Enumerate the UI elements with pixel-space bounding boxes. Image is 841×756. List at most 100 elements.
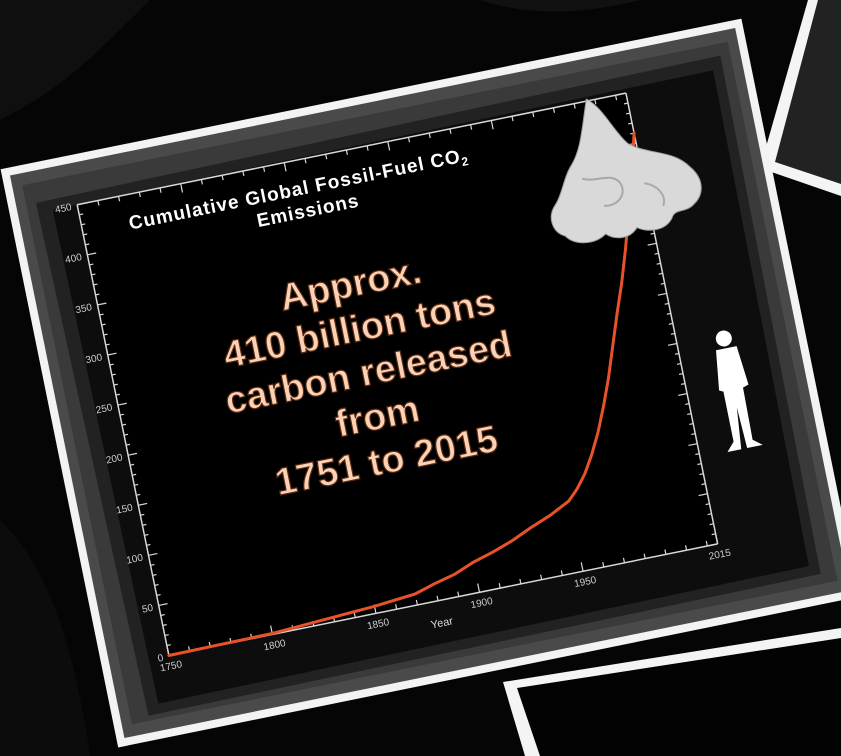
y-minor-tick-left xyxy=(154,583,159,586)
y-minor-tick-right xyxy=(705,503,710,506)
x-minor-tick-top xyxy=(428,132,431,139)
x-minor-tick-top xyxy=(97,200,100,206)
y-major-tick-left xyxy=(97,302,107,306)
y-minor-tick-left xyxy=(156,594,161,596)
y-minor-tick-left xyxy=(81,223,86,226)
x-major-tick-top xyxy=(180,183,184,193)
y-major-tick-right xyxy=(688,443,698,447)
y-minor-tick-right xyxy=(685,403,690,405)
y-major-tick-right xyxy=(708,543,718,547)
y-minor-tick-left xyxy=(89,263,94,266)
y-minor-tick-right xyxy=(625,112,631,115)
carbon-cloud-illustration xyxy=(550,98,702,244)
y-tick-label: 350 xyxy=(75,302,94,316)
x-minor-tick-top xyxy=(449,128,452,134)
y-tick-label: 0 xyxy=(157,653,165,665)
y-minor-tick-left xyxy=(164,634,169,637)
y-minor-tick-left xyxy=(136,493,141,496)
y-minor-tick-left xyxy=(123,433,129,436)
x-minor-tick-top xyxy=(242,170,245,177)
y-minor-tick-right xyxy=(699,473,704,476)
x-tick-label: 1800 xyxy=(263,638,287,653)
x-major-tick-bottom xyxy=(580,562,584,572)
secondary-frame-right xyxy=(760,0,841,196)
y-minor-tick-left xyxy=(85,243,90,246)
y-tick-label: 150 xyxy=(115,502,134,516)
y-minor-tick-right xyxy=(697,463,702,466)
x-minor-tick-top xyxy=(511,116,514,122)
x-minor-tick-bottom xyxy=(415,599,418,606)
y-tick-label: 200 xyxy=(105,452,124,466)
x-minor-tick-bottom xyxy=(664,549,667,555)
y-minor-tick-right xyxy=(650,232,655,235)
x-major-tick-bottom xyxy=(715,534,719,544)
plot-area: 0 50 100 150 200 250 300 350 400 450 1750 1800 1850… xyxy=(54,92,732,674)
y-minor-tick-right xyxy=(658,272,663,275)
y-minor-tick-right xyxy=(701,483,706,486)
y-minor-tick-right xyxy=(689,423,694,426)
x-minor-tick-top xyxy=(138,191,141,198)
x-major-tick-top xyxy=(387,141,391,151)
x-minor-tick-bottom xyxy=(395,604,398,610)
x-minor-tick-top xyxy=(200,179,204,185)
y-minor-tick-left xyxy=(95,293,100,296)
y-minor-tick-right xyxy=(674,352,680,355)
x-major-tick-bottom xyxy=(477,583,481,593)
chart-card: 0 50 100 150 200 250 300 350 400 450 1750 1800 1850… xyxy=(0,18,841,748)
x-minor-tick-bottom xyxy=(457,591,460,597)
y-minor-tick-left xyxy=(130,463,135,466)
x-minor-tick-bottom xyxy=(498,583,501,589)
y-tick-label: 50 xyxy=(141,603,155,616)
y-minor-tick-left xyxy=(93,283,98,286)
x-minor-tick-bottom xyxy=(602,562,605,568)
y-minor-tick-left xyxy=(152,573,157,576)
series-line xyxy=(167,131,636,657)
y-minor-tick-right xyxy=(687,413,692,416)
y-minor-tick-right xyxy=(676,362,682,365)
y-minor-tick-left xyxy=(121,423,127,426)
x-minor-tick-bottom xyxy=(705,540,708,547)
x-tick-label: 1750 xyxy=(159,659,183,674)
y-minor-tick-left xyxy=(109,363,114,366)
y-minor-tick-left xyxy=(105,343,110,346)
x-minor-tick-top xyxy=(345,149,348,155)
y-minor-tick-right xyxy=(707,513,712,516)
y-major-tick-right xyxy=(657,292,667,296)
y-major-tick-left xyxy=(138,502,148,506)
y-tick-label: 450 xyxy=(54,202,73,216)
x-tick-label: 2015 xyxy=(708,547,732,562)
y-minor-tick-left xyxy=(115,393,120,396)
y-minor-tick-left xyxy=(99,313,104,316)
x-minor-tick-bottom xyxy=(643,553,646,559)
y-minor-tick-right xyxy=(711,533,716,536)
x-minor-tick-bottom xyxy=(436,595,439,601)
x-minor-tick-bottom xyxy=(519,578,522,584)
y-minor-tick-right xyxy=(623,102,629,105)
y-tick-label: 250 xyxy=(95,402,114,416)
chart-title-subscript: 2 xyxy=(460,154,470,169)
y-minor-tick-right xyxy=(670,332,675,335)
x-minor-tick-bottom xyxy=(684,545,688,551)
x-minor-tick-top xyxy=(614,95,618,101)
y-minor-tick-right xyxy=(664,302,669,305)
x-minor-tick-top xyxy=(159,187,162,193)
y-minor-tick-left xyxy=(146,543,151,546)
y-minor-tick-right xyxy=(660,282,665,285)
y-minor-tick-right xyxy=(695,453,700,456)
y-major-tick-left xyxy=(77,202,87,206)
x-minor-tick-top xyxy=(118,196,121,202)
y-major-tick-left xyxy=(87,252,97,256)
y-minor-tick-left xyxy=(160,614,165,617)
y-minor-tick-left xyxy=(83,233,88,236)
x-minor-tick-top xyxy=(552,107,556,113)
y-minor-tick-left xyxy=(111,373,116,376)
x-minor-tick-top xyxy=(573,103,576,109)
x-minor-tick-bottom xyxy=(540,574,543,580)
y-minor-tick-left xyxy=(103,333,108,336)
y-major-tick-right xyxy=(698,493,708,497)
y-minor-tick-left xyxy=(113,383,118,386)
x-major-tick-top xyxy=(283,162,287,172)
x-minor-tick-bottom xyxy=(560,570,563,576)
y-major-tick-left xyxy=(158,603,168,606)
x-minor-tick-top xyxy=(325,154,328,160)
